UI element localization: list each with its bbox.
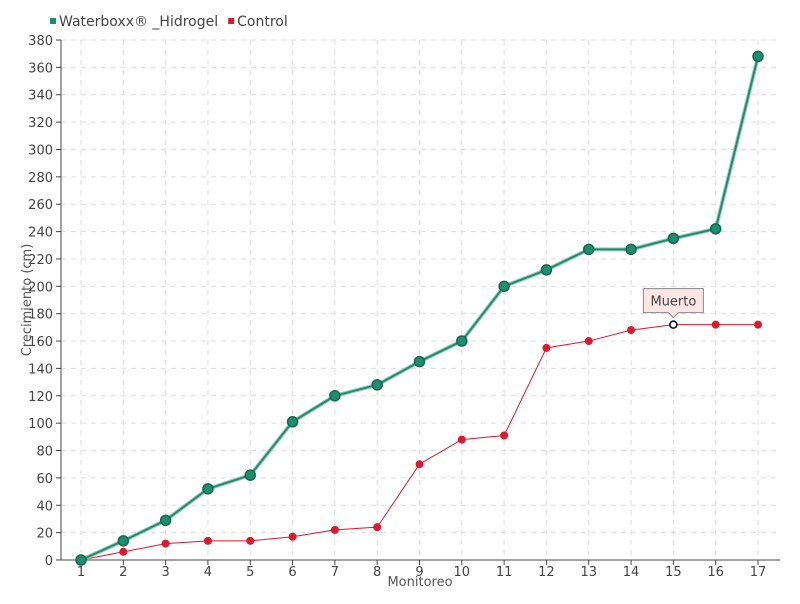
x-tick-label: 11 xyxy=(496,565,513,580)
y-tick-label: 0 xyxy=(45,554,53,569)
data-point xyxy=(711,320,720,329)
x-axis-title: Monitoreo xyxy=(387,575,452,590)
series-waterboxx xyxy=(75,50,764,566)
x-tick-label: 3 xyxy=(161,565,169,580)
x-tick-label: 16 xyxy=(707,565,724,580)
x-tick-label: 9 xyxy=(415,565,423,580)
x-tick-label: 15 xyxy=(665,565,682,580)
x-tick-label: 5 xyxy=(246,565,254,580)
y-tick-label: 40 xyxy=(36,499,53,514)
legend-item-control: Control xyxy=(228,14,288,30)
data-point xyxy=(371,379,383,391)
data-point xyxy=(583,243,595,256)
data-point xyxy=(244,469,256,481)
legend: Waterboxx® _Hidrogel Control xyxy=(50,14,288,30)
x-tick-label: 6 xyxy=(288,565,296,580)
data-point xyxy=(203,536,212,545)
y-tick-label: 380 xyxy=(28,34,53,49)
y-tick-label: 120 xyxy=(28,390,53,405)
x-tick-label: 17 xyxy=(750,565,767,580)
data-point xyxy=(117,535,130,547)
legend-item-waterboxx: Waterboxx® _Hidrogel xyxy=(50,14,218,30)
y-tick-label: 80 xyxy=(36,445,53,460)
legend-marker xyxy=(228,18,235,24)
data-point xyxy=(202,483,214,495)
x-tick-label: 2 xyxy=(119,565,127,580)
annotation-callout xyxy=(642,288,704,319)
legend-label: Waterboxx® _Hidrogel xyxy=(59,14,218,30)
annotation-label: Muerto xyxy=(650,295,696,310)
annotation-marker xyxy=(669,320,678,329)
data-point xyxy=(161,539,170,548)
x-tick-label: 12 xyxy=(538,565,555,580)
y-tick-label: 100 xyxy=(28,417,53,432)
axes: 0 20 40 60 80 100 120 140 160 180 200 220 240 260 280 3… xyxy=(28,34,780,580)
y-axis-title: Crecimiento (cm) xyxy=(20,244,35,357)
x-tick-label: 13 xyxy=(580,565,597,580)
data-point xyxy=(667,232,680,245)
grid xyxy=(61,39,780,560)
y-tick-label: 20 xyxy=(36,527,53,542)
y-tick-label: 60 xyxy=(36,472,53,487)
data-point xyxy=(288,532,297,541)
data-point xyxy=(709,223,722,235)
y-tick-label: 160 xyxy=(28,335,53,350)
data-point xyxy=(413,355,426,368)
data-point xyxy=(754,320,762,329)
y-tick-label: 220 xyxy=(28,253,53,268)
data-point xyxy=(329,390,341,402)
x-tick-label: 14 xyxy=(623,565,640,580)
data-point xyxy=(456,335,468,347)
x-tick-label: 1 xyxy=(77,565,85,580)
x-tick-label: 10 xyxy=(454,565,471,580)
data-point xyxy=(119,547,128,556)
data-point xyxy=(286,416,299,428)
data-point xyxy=(246,536,255,545)
data-point xyxy=(498,280,510,293)
x-tick-label: 8 xyxy=(373,565,381,580)
data-point xyxy=(330,525,339,534)
y-tick-label: 360 xyxy=(28,61,53,76)
legend-marker xyxy=(50,18,56,24)
y-tick-label: 240 xyxy=(28,226,53,241)
y-tick-label: 340 xyxy=(28,89,53,104)
data-point xyxy=(540,264,553,276)
y-tick-label: 280 xyxy=(28,171,53,186)
data-point xyxy=(627,326,636,335)
annotation-muerto: Muerto xyxy=(642,288,704,329)
y-tick-label: 200 xyxy=(28,280,53,295)
data-point xyxy=(752,50,764,63)
data-point xyxy=(75,554,87,566)
y-tick-label: 320 xyxy=(28,116,53,131)
data-point xyxy=(373,523,382,532)
data-point xyxy=(542,343,551,352)
data-point xyxy=(584,337,593,346)
annotations: Muerto xyxy=(642,288,704,329)
x-tick-label: 7 xyxy=(331,565,339,580)
data-point xyxy=(457,435,466,444)
data-point xyxy=(415,460,424,469)
legend-label: Control xyxy=(237,14,288,30)
y-tick-label: 300 xyxy=(28,143,53,158)
y-tick-label: 260 xyxy=(28,198,53,213)
y-tick-label: 180 xyxy=(28,308,53,323)
y-tick-label: 140 xyxy=(28,362,53,377)
data-point xyxy=(159,514,172,527)
x-tick-label: 4 xyxy=(204,565,212,580)
data-point xyxy=(500,431,509,440)
data-point xyxy=(625,243,637,256)
